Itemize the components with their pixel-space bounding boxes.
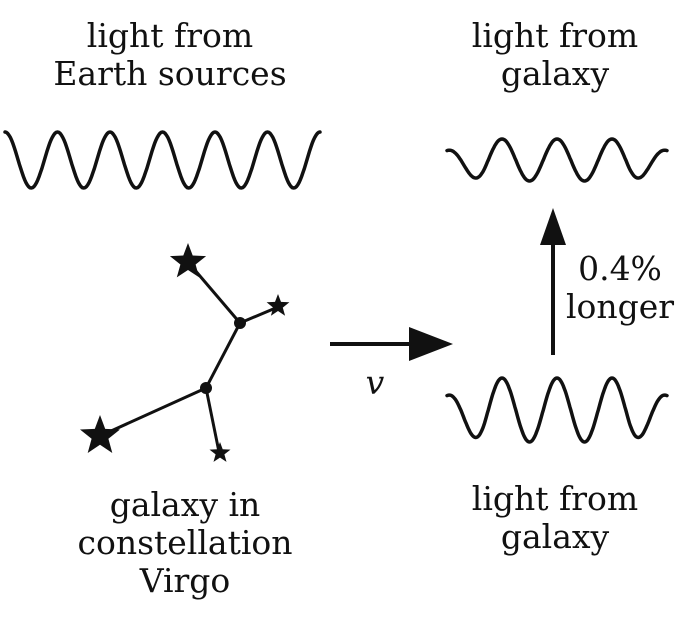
earth-light-label: light from Earth sources [20, 17, 320, 93]
galaxy-label: galaxy in constellation Virgo [40, 486, 330, 600]
stars-group [80, 243, 290, 462]
galaxy-label-line1: galaxy in [109, 485, 261, 524]
galaxy-light-wave-emitted [445, 376, 669, 444]
stretch-label-word: longer [565, 287, 675, 326]
stretch-label: 0.4% longer [560, 250, 680, 326]
velocity-label: v [355, 364, 395, 402]
galaxy-light-top-label-line2: galaxy [500, 54, 610, 93]
stretch-label-percent: 0.4% [578, 249, 662, 288]
galaxy-light-top-label: light from galaxy [430, 17, 680, 93]
earth-light-label-line1: light from [86, 16, 254, 55]
stretch-arrow-icon [540, 208, 566, 355]
star-icon [169, 243, 207, 278]
galaxy-light-bottom-label: light from galaxy [430, 480, 680, 556]
galaxy-label-line3: Virgo [139, 561, 231, 600]
galaxy-light-wave-received [445, 137, 669, 183]
velocity-arrow-icon [330, 327, 453, 361]
galaxy-label-line2: constellation [77, 523, 293, 562]
constellation-line [239, 305, 279, 325]
constellation-lines [99, 261, 279, 453]
star-icon [80, 415, 120, 453]
earth-light-label-line2: Earth sources [53, 54, 287, 93]
earth-light-wave [3, 130, 322, 190]
galaxy-light-bottom-label-line1: light from [471, 479, 639, 518]
constellation-node [234, 317, 246, 329]
constellation-line [204, 322, 242, 389]
constellation-line [99, 386, 207, 438]
constellation-node [200, 382, 212, 394]
star-icon [209, 442, 231, 462]
galaxy-light-top-label-line1: light from [471, 16, 639, 55]
velocity-symbol: v [365, 363, 385, 402]
star-icon [266, 294, 290, 316]
galaxy-light-bottom-label-line2: galaxy [500, 517, 610, 556]
constellation-line [204, 387, 221, 453]
